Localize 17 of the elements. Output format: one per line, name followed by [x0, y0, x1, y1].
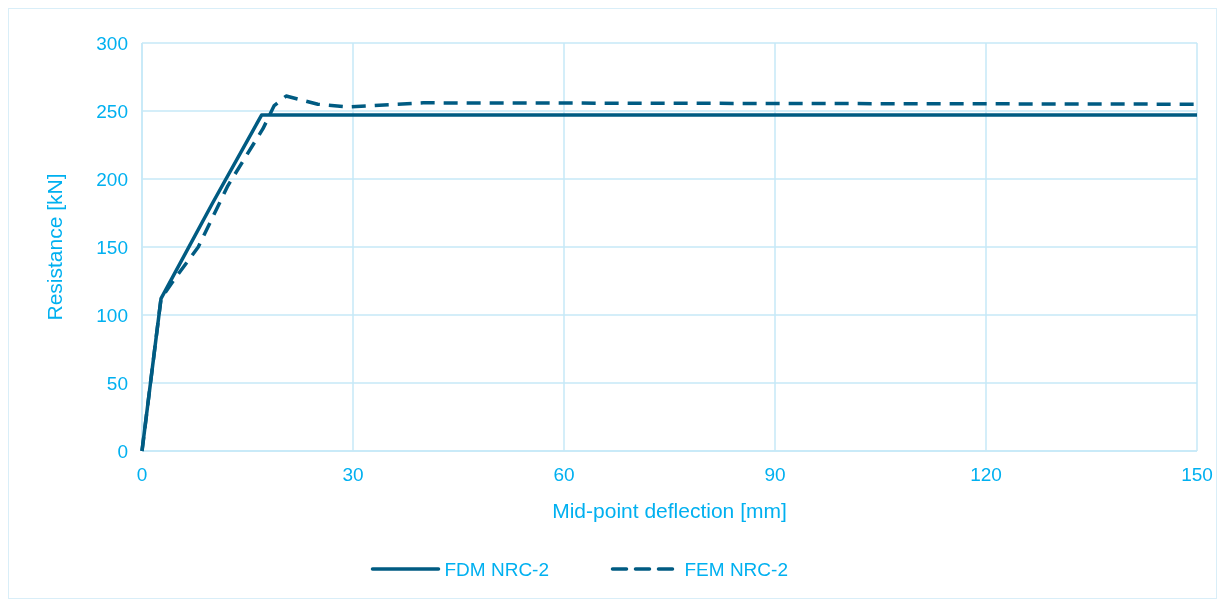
x-tick-label: 30 — [342, 464, 364, 485]
y-tick-label: 150 — [96, 236, 128, 258]
legend-label: FEM NRC-2 — [684, 558, 788, 580]
y-tick-label: 0 — [117, 440, 128, 462]
x-tick-label: 150 — [1181, 464, 1213, 485]
y-tick-label: 100 — [96, 304, 128, 326]
x-tick-label: 90 — [764, 464, 786, 485]
x-tick-label: 60 — [553, 464, 575, 485]
y-tick-label: 250 — [96, 100, 128, 122]
x-tick-label: 0 — [136, 464, 148, 485]
legend-label: FDM NRC-2 — [444, 558, 549, 580]
y-tick-label: 200 — [96, 168, 128, 190]
x-tick-label: 120 — [970, 464, 1002, 485]
y-tick-label: 50 — [106, 372, 128, 394]
x-axis-title: Mid-point deflection [mm] — [552, 499, 787, 522]
y-tick-label: 300 — [96, 32, 128, 54]
y-axis-title: Resistance [kN] — [43, 173, 66, 321]
